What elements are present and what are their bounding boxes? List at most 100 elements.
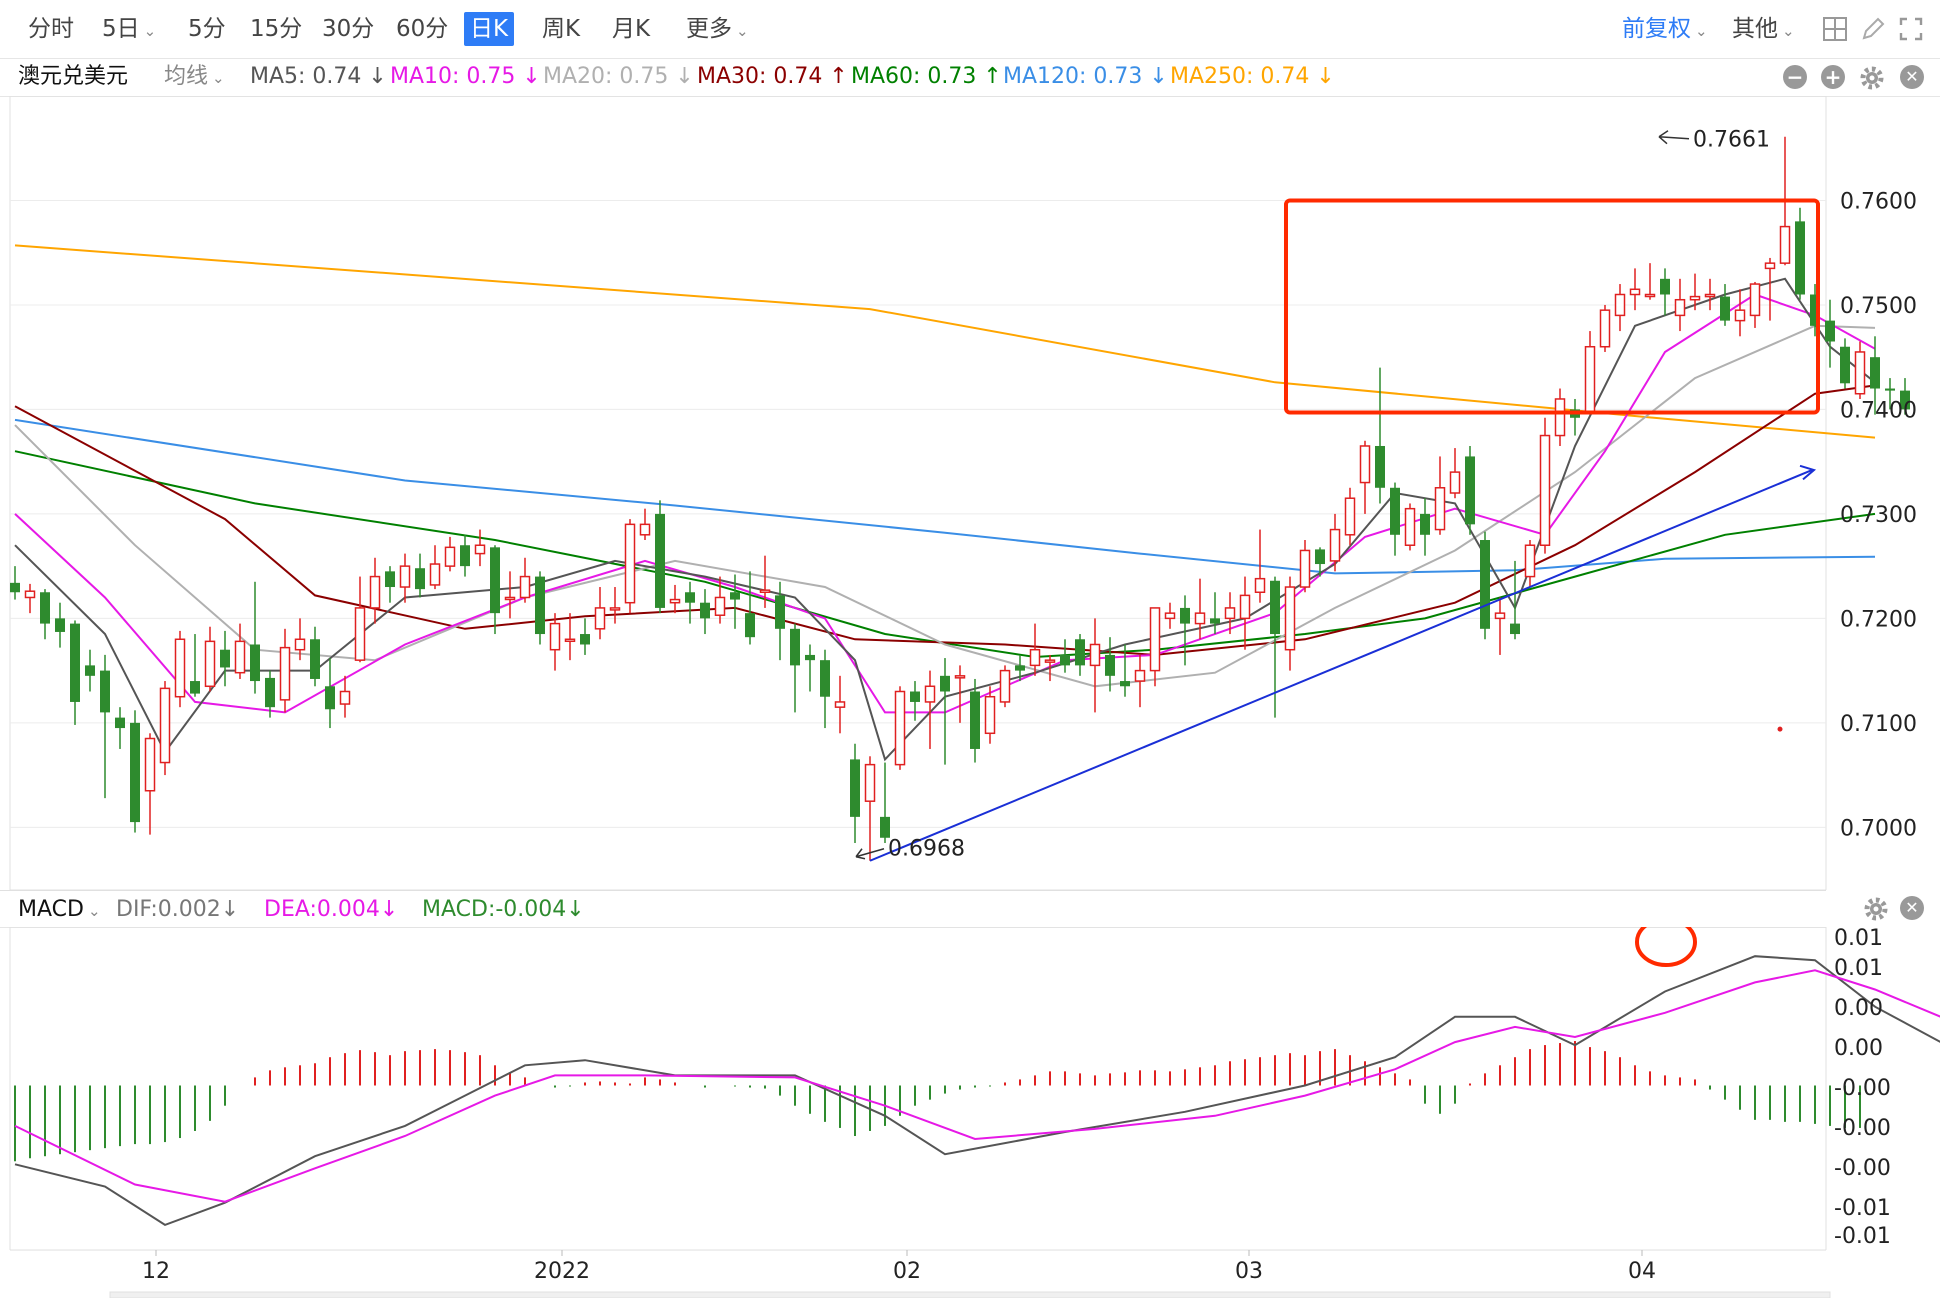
- candle: [265, 670, 275, 718]
- candle-body: [745, 613, 755, 638]
- candle-body: [880, 816, 890, 838]
- candle: [220, 630, 230, 687]
- candle: [1029, 623, 1041, 676]
- close-circle-icon[interactable]: ✕: [1900, 896, 1924, 920]
- candle-body: [549, 622, 561, 651]
- plus-circle-icon[interactable]: +: [1821, 65, 1845, 89]
- ma120-line: [14, 418, 1876, 575]
- tab-5day[interactable]: 5日 ⌄: [102, 12, 156, 46]
- candle-body: [1105, 654, 1115, 676]
- minus-circle-icon[interactable]: −: [1783, 65, 1807, 89]
- candle-body: [325, 686, 335, 710]
- draw-pencil-icon[interactable]: [1860, 16, 1886, 42]
- candle-body: [24, 590, 36, 599]
- ma250-value: MA250: 0.74 ↓: [1170, 62, 1335, 92]
- candle-body: [130, 722, 140, 823]
- more-menu[interactable]: 更多 ⌄: [686, 12, 749, 46]
- candle: [1510, 560, 1520, 640]
- candle: [1810, 284, 1820, 337]
- macd-tick-label: 0.00: [1834, 1036, 1883, 1061]
- candle: [805, 644, 815, 692]
- candle: [190, 634, 200, 697]
- candle: [250, 581, 260, 694]
- candle: [504, 571, 516, 619]
- tab-weekly-k[interactable]: 周K: [542, 16, 581, 42]
- candle: [1734, 289, 1746, 337]
- candle: [655, 500, 665, 614]
- candle-body: [1795, 221, 1805, 295]
- trend-line: [869, 469, 1813, 862]
- candle-body: [1390, 487, 1400, 535]
- candle-body: [1779, 225, 1791, 264]
- candle-body: [279, 646, 291, 701]
- candle-body: [940, 675, 950, 692]
- candle: [234, 623, 246, 679]
- other-dropdown[interactable]: 其他 ⌄: [1732, 12, 1795, 46]
- macd-chart[interactable]: 0.01 0.01 0.00 0.00 -0.00 -0.00 -0.00 -0.01 -0.0…: [0, 927, 1940, 1250]
- candle-body: [1164, 612, 1176, 620]
- tab-15min[interactable]: 15分: [250, 16, 303, 42]
- tab-intraday[interactable]: 分时: [28, 16, 74, 42]
- tab-daily-k[interactable]: 日K: [464, 12, 515, 46]
- tab-5min[interactable]: 5分: [188, 16, 226, 42]
- candle: [700, 589, 710, 635]
- candle-body: [1315, 549, 1325, 565]
- candle: [954, 665, 966, 723]
- candle: [1044, 654, 1056, 682]
- gear-icon[interactable]: [1859, 65, 1885, 91]
- candle: [1284, 576, 1296, 671]
- tab-monthly-k[interactable]: 月K: [612, 16, 651, 42]
- gear-icon[interactable]: [1863, 896, 1889, 922]
- candle-body: [1584, 345, 1596, 415]
- candle: [1524, 540, 1536, 588]
- macd-indicator-dropdown[interactable]: MACD ⌄: [18, 895, 101, 926]
- tab-60min[interactable]: 60分: [396, 16, 449, 42]
- candle-body: [310, 639, 320, 679]
- candle-body: [1524, 544, 1536, 578]
- grid-icon[interactable]: [1822, 16, 1848, 42]
- candle: [1180, 595, 1190, 666]
- candle: [1749, 281, 1761, 328]
- candle-body: [1270, 580, 1280, 635]
- candle: [1570, 398, 1580, 436]
- candle: [294, 618, 306, 661]
- candle-body: [1689, 295, 1701, 301]
- candle-body: [519, 575, 531, 599]
- candle: [1689, 273, 1701, 311]
- candle-body: [174, 638, 186, 698]
- candle: [444, 536, 456, 572]
- candle: [880, 762, 890, 843]
- candle: [85, 649, 95, 692]
- candle: [1795, 207, 1805, 300]
- candle-body: [1404, 507, 1416, 546]
- candle-body: [1254, 577, 1266, 594]
- candle: [940, 658, 950, 765]
- candle-body: [1120, 681, 1130, 687]
- candle: [1644, 263, 1656, 300]
- candle: [1494, 597, 1506, 655]
- arrow-up-icon: ↑: [829, 64, 848, 89]
- candle: [894, 686, 906, 770]
- candle-body: [1885, 388, 1895, 391]
- macd-dea: DEA:0.004↓: [264, 897, 399, 922]
- candle-body: [474, 544, 486, 555]
- fullscreen-icon[interactable]: [1898, 16, 1924, 42]
- ma10-label: MA10: 0.75: [390, 64, 516, 89]
- other-label: 其他: [1732, 16, 1778, 42]
- close-circle-icon[interactable]: ✕: [1900, 65, 1924, 89]
- adjust-dropdown[interactable]: 前复权 ⌄: [1622, 12, 1708, 46]
- symbol-name: 澳元兑美元: [18, 64, 129, 89]
- candle: [24, 583, 36, 614]
- candle: [310, 626, 320, 687]
- candle-body: [1239, 594, 1251, 620]
- ma-type-dropdown[interactable]: 均线 ⌄: [164, 62, 225, 93]
- tab-30min[interactable]: 30分: [322, 16, 375, 42]
- candle-body: [984, 695, 996, 735]
- candle: [1704, 278, 1716, 311]
- macd-tick-label: 0.01: [1834, 956, 1883, 981]
- candle: [639, 508, 651, 541]
- candlestick-chart[interactable]: 0.7661 0.6968 0.7600 0.7500 0.7400 0.7300 0.7…: [0, 96, 1940, 890]
- candle-body: [1764, 262, 1776, 270]
- candle: [115, 707, 125, 749]
- candle: [685, 581, 695, 624]
